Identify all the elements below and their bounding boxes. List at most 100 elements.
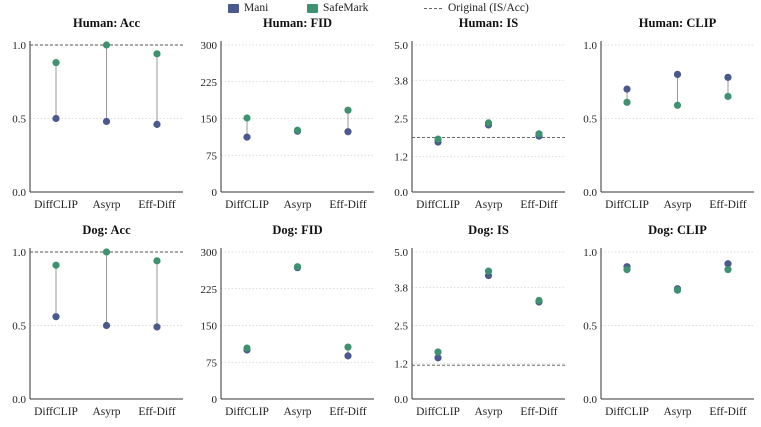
y-tick-label: 1.0 — [583, 40, 597, 52]
chart-title: Human: IS — [459, 16, 518, 30]
y-tick-label: 225 — [201, 77, 218, 89]
legend-item-original: Original (IS/Acc) — [424, 2, 529, 14]
safemark-point — [293, 263, 302, 271]
y-tick-label: 0.5 — [583, 114, 597, 126]
x-tick-label: DiffCLIP — [34, 406, 78, 418]
y-tick-label: 1.2 — [394, 152, 408, 164]
chart-panel-2: Human: IS 0.0 1.2 2.5 3.8 5.0 DiffCLIP Asyrp Eff… — [394, 16, 565, 211]
x-tick-label: Eff-Diff — [520, 199, 557, 211]
y-tick-label: 2.5 — [394, 321, 408, 333]
x-tick-label: Asyrp — [92, 406, 120, 418]
x-tick-label: Asyrp — [474, 406, 502, 418]
mani-point — [243, 133, 251, 141]
mani-point — [434, 354, 442, 362]
y-tick-label: 0.5 — [12, 321, 26, 333]
legend: Mani SafeMark Original (IS/Acc) — [0, 2, 761, 20]
safemark-point — [673, 101, 682, 109]
safemark-point — [484, 267, 493, 275]
chart-panel-1: Human: FID 0 75 150 225 300 DiffCLIP Asyrp Eff-D… — [201, 16, 374, 211]
y-tick-label: 0.5 — [12, 114, 26, 126]
x-tick-label: Asyrp — [474, 199, 502, 211]
safemark-point — [102, 248, 111, 256]
y-tick-label: 0.0 — [12, 394, 26, 406]
safemark-point — [52, 59, 60, 67]
chart-title: Dog: IS — [468, 223, 509, 237]
chart-panel-6: Dog: IS 0.0 1.2 2.5 3.8 5.0 DiffCLIP Asyrp Eff-D… — [394, 223, 565, 418]
legend-swatch-safemark — [307, 3, 318, 13]
safemark-point — [52, 261, 60, 269]
y-tick-label: 75 — [206, 357, 218, 369]
safemark-point — [243, 344, 251, 352]
y-tick-label: 1.0 — [583, 247, 597, 259]
mani-point — [724, 260, 732, 268]
legend-item-mani: Mani — [228, 2, 268, 14]
chart-panel-4: Dog: Acc 0.0 0.5 1.0 DiffCLIP Asyrp Eff-Diff — [12, 223, 183, 418]
mani-point — [673, 70, 682, 78]
x-tick-label: Eff-Diff — [329, 199, 366, 211]
x-tick-label: Eff-Diff — [329, 406, 366, 418]
safemark-point — [623, 98, 631, 106]
mani-point — [623, 85, 631, 93]
x-tick-label: Eff-Diff — [138, 199, 175, 211]
x-tick-label: Eff-Diff — [709, 406, 746, 418]
x-tick-label: Eff-Diff — [138, 406, 175, 418]
safemark-point — [673, 286, 682, 294]
y-tick-label: 0.0 — [12, 187, 26, 199]
x-tick-label: Asyrp — [663, 199, 691, 211]
safemark-point — [344, 106, 352, 114]
mani-point — [52, 114, 60, 123]
safemark-point — [535, 130, 543, 138]
y-tick-label: 3.8 — [394, 75, 408, 87]
y-tick-label: 1.0 — [12, 247, 26, 259]
y-tick-label: 5.0 — [394, 247, 408, 259]
y-tick-label: 300 — [201, 40, 218, 52]
safemark-point — [724, 92, 732, 101]
safemark-point — [293, 126, 302, 134]
y-tick-label: 1.2 — [394, 359, 408, 371]
chart-title: Human: Acc — [73, 16, 140, 30]
x-tick-label: Asyrp — [92, 199, 120, 211]
x-tick-label: Eff-Diff — [709, 199, 746, 211]
legend-label-mani: Mani — [244, 2, 269, 14]
legend-swatch-mani — [228, 3, 239, 13]
chart-panel-7: Dog: CLIP 0.0 0.5 1.0 DiffCLIP Asyrp Eff-Diff — [583, 223, 754, 418]
y-tick-label: 0 — [212, 394, 218, 406]
y-tick-label: 75 — [206, 150, 218, 162]
safemark-point — [434, 348, 442, 356]
mani-point — [724, 73, 732, 81]
y-tick-label: 0.0 — [583, 187, 597, 199]
legend-label-safemark: SafeMark — [323, 2, 369, 14]
y-tick-label: 0.0 — [394, 187, 408, 199]
safemark-point — [535, 296, 543, 305]
x-tick-label: Asyrp — [283, 199, 311, 211]
chart-panel-3: Human: CLIP 0.0 0.5 1.0 DiffCLIP Asyrp Eff-Dif… — [583, 16, 754, 211]
x-tick-label: DiffCLIP — [34, 199, 78, 211]
y-tick-label: 150 — [201, 321, 218, 333]
chart-title: Human: CLIP — [639, 16, 717, 30]
safemark-point — [434, 135, 442, 143]
y-tick-label: 225 — [201, 284, 218, 296]
safemark-point — [623, 266, 631, 274]
y-tick-label: 150 — [201, 114, 218, 126]
chart-title: Dog: Acc — [82, 223, 131, 237]
safemark-point — [724, 266, 732, 274]
x-tick-label: DiffCLIP — [605, 199, 649, 211]
safemark-point — [344, 343, 352, 351]
y-tick-label: 0 — [212, 187, 218, 199]
mani-point — [153, 120, 161, 128]
legend-line-original — [424, 7, 442, 9]
y-tick-label: 0.0 — [394, 394, 408, 406]
mani-point — [52, 313, 60, 321]
chart-title: Dog: CLIP — [648, 223, 707, 237]
mani-point — [344, 128, 352, 136]
x-tick-label: DiffCLIP — [225, 199, 269, 211]
y-tick-label: 0.0 — [583, 394, 597, 406]
chart-title: Human: FID — [263, 16, 332, 30]
safemark-point — [243, 114, 251, 122]
mani-point — [153, 323, 161, 331]
y-tick-label: 5.0 — [394, 40, 408, 52]
mani-point — [344, 352, 352, 360]
x-tick-label: Asyrp — [663, 406, 691, 418]
x-tick-label: DiffCLIP — [416, 199, 460, 211]
